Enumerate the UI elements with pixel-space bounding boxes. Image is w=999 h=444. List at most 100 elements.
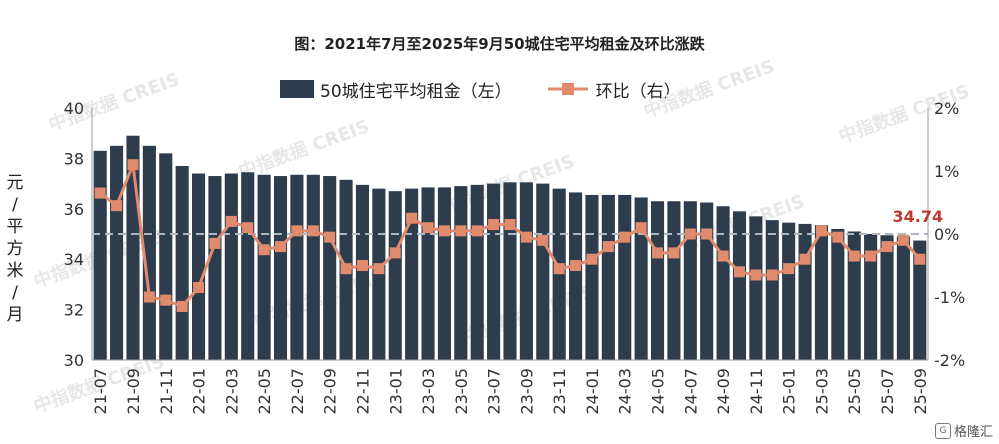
line-point xyxy=(537,234,549,246)
bar xyxy=(896,236,910,360)
bar xyxy=(208,176,222,360)
bar xyxy=(880,235,894,360)
line-point xyxy=(307,225,319,237)
line-point xyxy=(684,228,696,240)
line-point xyxy=(897,234,909,246)
line-point xyxy=(209,237,221,249)
bar xyxy=(470,184,484,360)
x-tick-label: 23-09 xyxy=(517,368,536,415)
bar xyxy=(765,220,779,360)
line-point xyxy=(815,225,827,237)
bar xyxy=(814,225,829,360)
line-point xyxy=(602,241,614,253)
line-point xyxy=(373,263,385,275)
line-point xyxy=(111,200,123,212)
bar xyxy=(454,186,468,360)
line-point xyxy=(143,291,155,303)
line-point xyxy=(553,263,565,275)
x-tick-label: 23-01 xyxy=(386,368,405,415)
x-tick-label: 21-11 xyxy=(157,368,176,415)
bar xyxy=(421,187,435,360)
bar xyxy=(257,174,271,360)
bar xyxy=(634,197,648,360)
legend-line-swatch xyxy=(547,83,588,95)
line-point xyxy=(504,219,516,231)
line-point xyxy=(881,241,893,253)
line-point xyxy=(438,225,450,237)
bar xyxy=(831,228,845,360)
x-tick-label: 23-03 xyxy=(419,368,438,415)
x-tick-label: 22-01 xyxy=(190,368,209,415)
last-value-label: 34.74 xyxy=(892,207,943,226)
line-point xyxy=(455,225,467,237)
line-point xyxy=(225,215,237,227)
x-tick-label: 24-01 xyxy=(583,368,602,415)
line-point xyxy=(340,263,352,275)
x-tick-label: 25-07 xyxy=(878,368,897,415)
chart-legend: 50城住宅平均租金（左） 环比（右） xyxy=(280,78,715,102)
line-point xyxy=(356,260,368,271)
bar xyxy=(585,194,599,360)
line-point xyxy=(176,300,188,312)
bar xyxy=(782,222,796,360)
x-tick-label: 22-11 xyxy=(353,368,372,415)
line-point xyxy=(127,159,139,171)
line-point xyxy=(832,231,844,243)
y-tick-label-left: 40 xyxy=(64,99,84,118)
line-point xyxy=(406,212,418,224)
y-tick-label-left: 36 xyxy=(64,200,84,219)
x-tick-label: 25-03 xyxy=(812,368,831,415)
x-tick-label: 23-07 xyxy=(485,368,504,415)
bar xyxy=(273,176,288,360)
y-tick-label-left: 32 xyxy=(64,301,84,320)
legend-line-label: 环比（右） xyxy=(595,81,681,102)
x-tick-label: 24-09 xyxy=(714,368,733,415)
bar xyxy=(732,211,747,360)
brand-logo-icon: G xyxy=(934,422,951,439)
line-point xyxy=(520,231,532,243)
line-point xyxy=(275,241,287,253)
bar xyxy=(650,201,665,360)
bar xyxy=(864,234,878,360)
line-point xyxy=(570,260,582,271)
brand-mark: G 格隆汇 xyxy=(934,421,993,440)
bar xyxy=(683,201,697,360)
line-point xyxy=(160,294,172,306)
bar xyxy=(306,174,320,360)
line-point xyxy=(717,250,729,262)
x-tick-label: 24-11 xyxy=(747,368,766,415)
y-tick-label-left: 30 xyxy=(64,351,84,370)
bar xyxy=(224,173,238,360)
line-point xyxy=(766,269,778,281)
y-tick-label-right: 0% xyxy=(934,225,959,244)
bar xyxy=(601,194,615,360)
line-point xyxy=(701,228,713,240)
line-point xyxy=(733,266,745,278)
line-point xyxy=(799,253,811,265)
x-tick-label: 22-05 xyxy=(255,368,274,415)
line-point xyxy=(193,282,205,294)
bar xyxy=(290,174,304,360)
line-point xyxy=(471,225,483,237)
bar xyxy=(552,188,566,360)
bar xyxy=(159,153,173,360)
chart-title: 图：2021年7月至2025年9月50城住宅平均租金及环比涨跌 xyxy=(294,35,705,53)
x-tick-label: 23-11 xyxy=(550,368,569,415)
y-tick-label-left: 38 xyxy=(64,149,84,168)
legend-bar-swatch xyxy=(280,80,314,98)
x-tick-label: 24-07 xyxy=(681,368,700,415)
bar xyxy=(618,194,632,360)
line-point xyxy=(619,231,631,243)
line-point xyxy=(258,244,270,256)
bar xyxy=(175,165,189,360)
x-tick-label: 22-07 xyxy=(288,368,307,415)
x-tick-label: 25-01 xyxy=(780,368,799,415)
x-tick-label: 24-03 xyxy=(616,368,635,415)
x-tick-label: 21-09 xyxy=(124,368,143,415)
bar xyxy=(355,184,370,360)
x-tick-label: 25-05 xyxy=(845,368,864,415)
bar xyxy=(191,173,206,360)
bar xyxy=(536,183,550,360)
bar xyxy=(519,182,533,360)
